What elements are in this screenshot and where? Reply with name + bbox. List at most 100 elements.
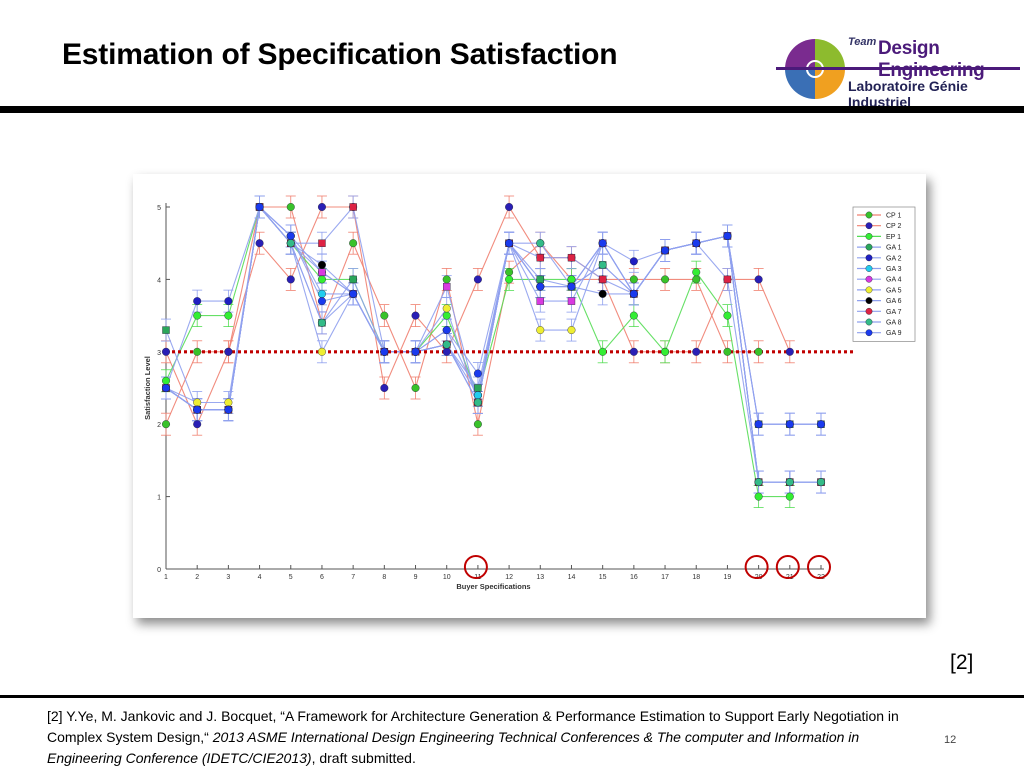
highlight-circle [463, 555, 488, 579]
page-number: 12 [944, 734, 957, 746]
data-point [567, 275, 576, 284]
data-point [723, 275, 732, 284]
data-point [286, 231, 295, 240]
data-point [317, 275, 326, 284]
data-point [505, 203, 514, 212]
legend-marker [865, 297, 873, 305]
data-point [380, 311, 389, 320]
data-point [629, 289, 638, 298]
data-point [162, 420, 171, 429]
legend-label: GA 2 [886, 255, 902, 262]
x-tick-label: 13 [536, 574, 544, 581]
data-point [817, 478, 826, 487]
x-tick-label: 9 [414, 574, 418, 581]
data-point [473, 275, 482, 284]
data-point [536, 275, 544, 284]
logo-team-text: Team [848, 36, 877, 48]
data-point [349, 275, 357, 284]
data-point [349, 203, 357, 211]
legend-label: CP 2 [886, 223, 902, 230]
data-point [193, 297, 202, 306]
legend-marker [865, 275, 873, 283]
data-point [349, 239, 358, 248]
data-point [411, 347, 420, 356]
legend-box [852, 206, 916, 342]
citation-text: [2] Y.Ye, M. Jankovic and J. Bocquet, “A… [47, 708, 899, 745]
data-point [723, 311, 732, 320]
legend-marker [865, 233, 873, 240]
data-point [692, 275, 701, 284]
x-tick-label: 8 [382, 574, 386, 581]
data-point [380, 383, 389, 392]
data-point [317, 260, 326, 269]
legend-marker [865, 329, 873, 337]
data-point [411, 311, 420, 320]
data-point [162, 326, 170, 334]
data-point [162, 383, 171, 392]
data-point [505, 268, 514, 277]
data-point [785, 492, 794, 501]
data-point [754, 420, 763, 429]
highlight-circle [744, 555, 769, 579]
x-tick-label: 7 [351, 574, 355, 581]
data-point [692, 239, 701, 248]
data-point [723, 231, 732, 240]
legend-label: EP 1 [886, 234, 901, 241]
data-point [536, 282, 545, 291]
reference-marker: [2] [950, 651, 974, 674]
data-point [318, 268, 326, 276]
data-point [629, 275, 638, 284]
data-point [224, 398, 233, 407]
citation-status: , draft submitted. [311, 750, 416, 766]
data-point [754, 492, 763, 501]
data-point [661, 246, 670, 255]
legend-label: CP 1 [886, 213, 902, 220]
data-point [473, 369, 482, 378]
series-line [165, 205, 821, 425]
data-point [442, 275, 451, 284]
data-point [785, 347, 794, 356]
data-point [224, 347, 233, 356]
x-tick-label: 5 [289, 574, 293, 581]
slide-title: Estimation of Specification Satisfaction [62, 38, 618, 71]
data-point [317, 203, 326, 212]
data-point [317, 297, 326, 306]
data-point [723, 347, 732, 356]
data-point [536, 297, 544, 305]
x-tick-label: 4 [258, 574, 262, 581]
data-point [785, 478, 794, 487]
data-point [785, 420, 794, 429]
data-point [629, 257, 638, 266]
logo-divider [776, 67, 1020, 70]
x-tick-label: 18 [692, 574, 700, 581]
legend-marker [865, 211, 873, 219]
logo-emblem-icon [785, 39, 845, 99]
data-point [193, 311, 202, 320]
data-point [442, 347, 451, 356]
data-point [193, 405, 202, 414]
data-point [598, 260, 607, 269]
data-point [629, 311, 638, 320]
legend-label: GA 4 [886, 277, 902, 284]
title-divider [0, 106, 1024, 113]
data-point [162, 376, 171, 385]
legend-marker [865, 307, 873, 315]
data-point [661, 275, 670, 284]
data-point [286, 275, 295, 284]
x-tick-label: 1 [164, 574, 168, 581]
data-point [598, 347, 607, 356]
data-point [629, 347, 638, 356]
data-point [224, 297, 233, 306]
data-point [224, 311, 233, 320]
data-point [598, 289, 607, 298]
citation: [2] Y.Ye, M. Jankovic and J. Bocquet, “A… [47, 706, 907, 769]
data-point [473, 398, 482, 407]
data-point [567, 253, 576, 262]
data-point [817, 420, 826, 429]
data-point [598, 239, 607, 248]
data-point [349, 289, 358, 298]
data-point [442, 311, 451, 320]
data-point [536, 253, 544, 262]
x-tick-label: 14 [568, 574, 576, 581]
